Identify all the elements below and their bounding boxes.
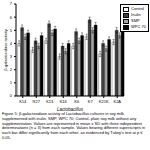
html-text:SMP: SMP — [131, 18, 140, 23]
svg-text:3: 3 — [10, 54, 13, 59]
svg-text:K2A: K2A — [113, 99, 121, 104]
svg-text:β-galactosidase activity: β-galactosidase activity — [8, 29, 9, 70]
svg-text:7: 7 — [10, 1, 13, 6]
svg-text:6: 6 — [10, 15, 13, 20]
svg-text:K13: K13 — [46, 99, 54, 104]
svg-text:R27: R27 — [33, 99, 41, 104]
svg-text:1: 1 — [10, 80, 13, 85]
svg-text:0: 0 — [10, 93, 13, 98]
html-text:Figure 5: β-galactosidase acti: Figure 5: β-galactosidase activity of La… — [2, 111, 145, 140]
html-text:Control: Control — [131, 6, 144, 11]
svg-text:5: 5 — [10, 28, 13, 33]
svg-text:K14: K14 — [19, 99, 27, 104]
svg-text:Lactobacillus: Lactobacillus — [57, 107, 84, 112]
svg-text:K7: K7 — [88, 99, 94, 104]
html-text:Inulin: Inulin — [131, 12, 141, 17]
svg-text:2: 2 — [10, 67, 13, 72]
svg-text:K16: K16 — [60, 99, 68, 104]
svg-text:4: 4 — [10, 41, 13, 46]
html-text:WPC 70: WPC 70 — [131, 24, 146, 29]
svg-text:K6: K6 — [74, 99, 80, 104]
svg-text:K21K: K21K — [99, 99, 109, 104]
